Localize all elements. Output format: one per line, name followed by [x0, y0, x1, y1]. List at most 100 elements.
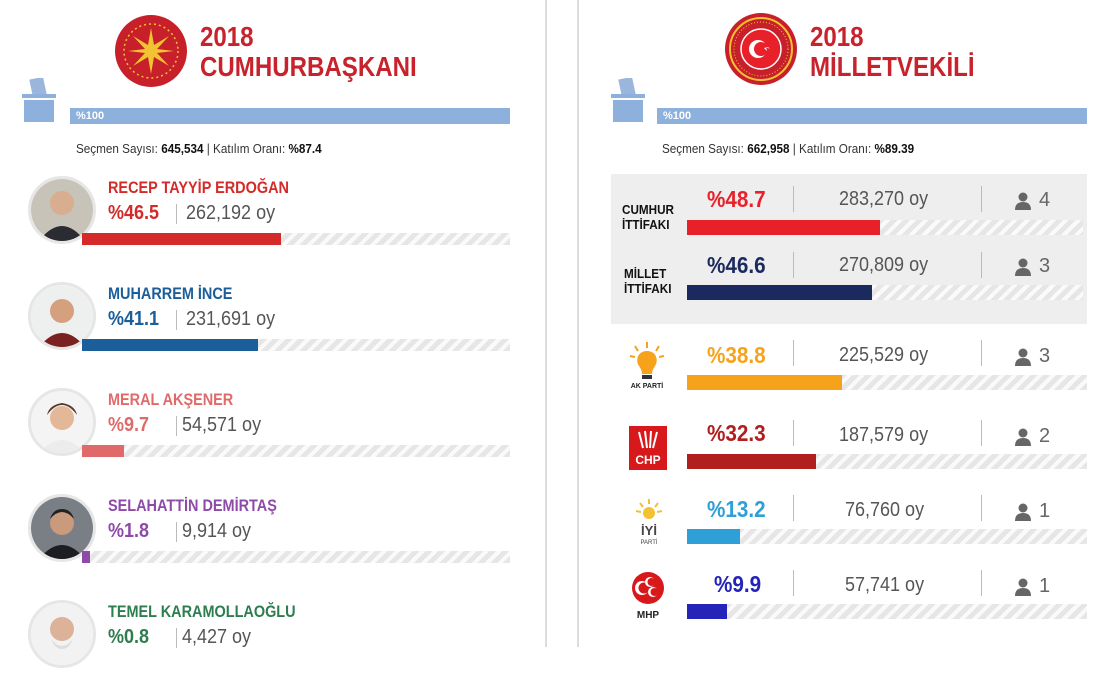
candidate-votes: 4,427 oy — [182, 626, 252, 648]
candidate-row: SELAHATTİN DEMİRTAŞ %1.8 9,914 oy — [28, 494, 510, 574]
party-logo-text: AK PARTİ — [631, 382, 664, 390]
divider — [981, 186, 982, 212]
presidential-year: 2018 — [200, 21, 254, 52]
party-row: MHP %9.9 57,741 oy 1 — [611, 568, 1087, 630]
chp-logo-icon: CHP — [629, 426, 667, 470]
alliance-seats: 3 — [1015, 255, 1050, 278]
candidate-percent: %41.1 — [108, 308, 160, 330]
candidate-row: RECEP TAYYİP ERDOĞAN %46.5 262,192 oy — [28, 176, 510, 256]
alliance-box: CUMHUR İTTİFAKI %48.7 283,270 oy 4 MİLLE… — [611, 174, 1087, 324]
candidate-photo — [28, 282, 96, 350]
parliament-seal-icon — [725, 13, 797, 85]
alliance-name-line1: MİLLET — [624, 266, 667, 281]
divider — [981, 495, 982, 521]
candidate-bar-track — [82, 233, 510, 245]
voters-value: 662,958 — [747, 141, 790, 156]
alliance-votes: 270,809 oy — [839, 254, 929, 276]
akparti-logo-icon: AK PARTİ — [629, 342, 665, 390]
divider — [793, 252, 794, 278]
turnout-value: %89.39 — [874, 141, 915, 156]
party-bar-fill — [687, 604, 727, 619]
party-logo-subtext: PARTİ — [640, 539, 657, 546]
party-votes: 57,741 oy — [845, 574, 925, 596]
party-row: AK PARTİ %38.8 225,529 oy 3 — [611, 338, 1087, 400]
divider — [981, 570, 982, 596]
candidate-name: MUHARREM İNCE — [108, 284, 233, 303]
candidate-row: TEMEL KARAMOLLAOĞLU %0.8 4,427 oy — [28, 600, 510, 680]
party-percent: %9.9 — [714, 571, 762, 597]
presidential-panel: 2018 CUMHURBAŞKANI %100 Seçmen Sayısı: 6… — [0, 0, 547, 668]
presidential-title: CUMHURBAŞKANI — [200, 51, 417, 82]
mhp-logo-icon: MHP — [632, 572, 664, 621]
candidate-percent: %1.8 — [108, 520, 150, 542]
seat-count: 1 — [1039, 575, 1051, 597]
candidate-photo — [28, 176, 96, 244]
parliament-panel: 2018 MİLLETVEKİLİ %100 Seçmen Sayısı: 66… — [577, 0, 1109, 647]
alliance-percent: %48.7 — [707, 186, 766, 212]
alliance-bar-track — [687, 220, 1083, 235]
candidate-bar-fill — [82, 233, 282, 245]
party-logo-text: İYİ — [641, 523, 657, 538]
turnout-value: %87.4 — [288, 141, 322, 156]
user-icon — [1015, 428, 1031, 446]
voters-label: Seçmen Sayısı: — [76, 141, 158, 156]
divider — [793, 186, 794, 212]
party-votes: 187,579 oy — [839, 424, 929, 446]
candidate-bar-fill — [82, 551, 90, 563]
candidate-name: MERAL AKŞENER — [108, 390, 234, 409]
user-icon — [1015, 578, 1031, 596]
candidate-name: TEMEL KARAMOLLAOĞLU — [108, 602, 296, 621]
candidate-name: RECEP TAYYİP ERDOĞAN — [108, 178, 289, 197]
candidate-bar-track — [82, 445, 510, 457]
candidate-row: MUHARREM İNCE %41.1 231,691 oy — [28, 282, 510, 362]
alliance-name: MİLLET İTTİFAKI — [624, 266, 671, 296]
party-bar-fill — [687, 454, 817, 469]
alliance-seats: 4 — [1015, 189, 1050, 212]
divider — [793, 495, 794, 521]
party-bar-track — [687, 529, 1087, 544]
divider — [793, 420, 794, 446]
alliance-name-line2: İTTİFAKI — [622, 217, 670, 232]
alliance-name-line2: İTTİFAKI — [624, 281, 672, 296]
candidate-photo — [28, 600, 96, 668]
divider — [176, 310, 177, 330]
alliance-name-line1: CUMHUR — [622, 202, 675, 217]
party-percent: %38.8 — [707, 342, 766, 368]
candidate-photo — [28, 494, 96, 562]
seat-count: 1 — [1039, 500, 1051, 522]
divider — [176, 522, 177, 542]
party-bar-fill — [687, 375, 843, 390]
alliance-percent: %46.6 — [707, 252, 766, 278]
candidate-votes: 262,192 oy — [186, 202, 276, 224]
candidate-percent: %46.5 — [108, 202, 160, 224]
divider — [981, 252, 982, 278]
party-seats: 3 — [1015, 345, 1050, 368]
voters-value: 645,534 — [161, 141, 204, 156]
seat-count: 2 — [1039, 425, 1051, 447]
party-votes: 76,760 oy — [845, 499, 925, 521]
seat-count: 3 — [1039, 345, 1051, 367]
ballot-box-icon — [611, 78, 645, 122]
candidate-name: SELAHATTİN DEMİRTAŞ — [108, 496, 277, 515]
divider — [793, 340, 794, 366]
voters-label: Seçmen Sayısı: — [662, 141, 744, 156]
candidate-bar-track — [82, 551, 510, 563]
candidate-percent: %9.7 — [108, 414, 150, 436]
candidate-percent: %0.8 — [108, 626, 150, 648]
user-icon — [1015, 258, 1031, 276]
parliament-stats: Seçmen Sayısı: 662,958 | Katılım Oranı: … — [662, 141, 914, 156]
party-seats: 1 — [1015, 500, 1050, 523]
candidate-bar-fill — [82, 339, 258, 351]
party-percent: %13.2 — [707, 496, 766, 522]
alliance-bar-fill — [687, 285, 872, 300]
candidate-votes: 54,571 oy — [182, 414, 262, 436]
candidate-photo — [28, 388, 96, 456]
presidential-seal-icon — [115, 15, 187, 87]
party-percent: %32.3 — [707, 420, 766, 446]
party-logo-text: CHP — [635, 453, 660, 467]
ballot-box-icon — [22, 78, 56, 122]
party-row: İYİ PARTİ %13.2 76,760 oy 1 — [611, 493, 1087, 555]
total-percent-bar: %100 — [70, 108, 510, 124]
party-votes: 225,529 oy — [839, 344, 929, 366]
candidate-row: MERAL AKŞENER %9.7 54,571 oy — [28, 388, 510, 468]
